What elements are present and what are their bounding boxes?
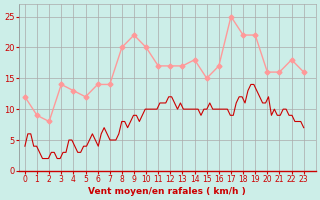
X-axis label: Vent moyen/en rafales ( km/h ): Vent moyen/en rafales ( km/h ) (88, 187, 246, 196)
